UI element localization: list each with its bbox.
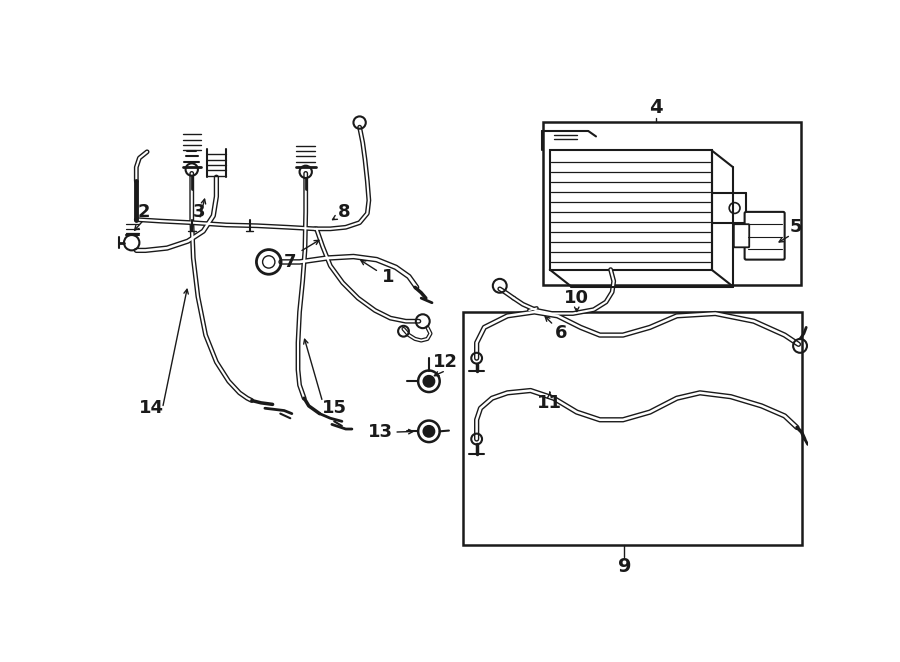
Text: 6: 6: [555, 324, 568, 342]
FancyBboxPatch shape: [734, 224, 749, 248]
Text: 5: 5: [790, 218, 803, 236]
Text: 13: 13: [368, 423, 393, 441]
Text: 2: 2: [138, 203, 150, 221]
Circle shape: [424, 376, 435, 387]
Text: 1: 1: [382, 268, 394, 287]
Text: 12: 12: [434, 353, 458, 371]
Text: 10: 10: [564, 289, 590, 307]
Bar: [543, 122, 801, 285]
Circle shape: [424, 426, 435, 437]
Text: 3: 3: [194, 203, 206, 221]
Text: 8: 8: [338, 203, 350, 221]
Text: 15: 15: [321, 399, 347, 417]
Text: 9: 9: [617, 557, 631, 575]
Text: 4: 4: [649, 99, 663, 117]
Text: 7: 7: [284, 253, 297, 271]
Bar: [463, 312, 802, 545]
Text: 14: 14: [140, 399, 164, 417]
FancyBboxPatch shape: [744, 212, 785, 260]
Bar: [550, 150, 712, 269]
Text: 11: 11: [537, 394, 562, 412]
